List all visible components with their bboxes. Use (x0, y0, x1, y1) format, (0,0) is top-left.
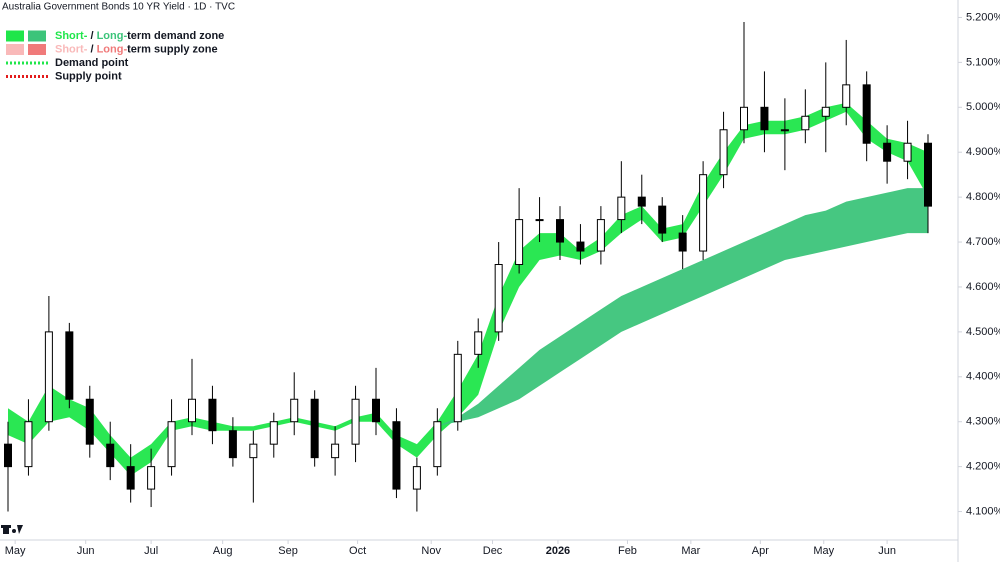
candle-body (821, 106, 830, 117)
y-tick-label: 5.200% (966, 11, 1000, 23)
candle-body (474, 331, 483, 355)
candle-body (617, 196, 626, 221)
x-tick-label: Apr (752, 545, 769, 557)
legend-text: term supply zone (127, 43, 217, 55)
candle-body (658, 205, 667, 234)
candle-body (924, 142, 932, 207)
y-tick-label: 4.900% (966, 146, 1000, 158)
candle-body (228, 430, 237, 459)
legend-label: Supply point (55, 70, 122, 82)
legend-text: Demand point (55, 57, 129, 69)
candle-body (24, 421, 33, 468)
candle-body (249, 443, 258, 459)
candle-body (351, 398, 360, 445)
candle-body (515, 219, 524, 266)
legend-label: Short- / Long-term supply zone (55, 43, 218, 55)
candle-body (556, 219, 564, 243)
legend-text: term demand zone (127, 30, 224, 42)
legend-swatch (28, 44, 46, 55)
x-tick-label: Jul (144, 545, 158, 557)
candle-body (310, 398, 319, 459)
candle-body (780, 129, 789, 132)
x-tick-label: May (5, 545, 26, 557)
candle-body (4, 443, 12, 468)
x-tick-label: Sep (278, 545, 298, 557)
candle-body (290, 398, 299, 423)
candle-body (188, 398, 196, 423)
legend-text: / (87, 30, 96, 42)
tv-logo (1, 525, 23, 534)
legend-text: / (87, 43, 96, 55)
legend-label: Demand point (55, 57, 129, 69)
legend-swatch (6, 44, 24, 55)
legend-text: Long- (97, 30, 128, 42)
candle-body (699, 174, 708, 252)
y-tick-label: 5.000% (966, 101, 1000, 113)
chart-title: Australia Government Bonds 10 YR Yield ·… (2, 2, 235, 13)
legend-text: Supply point (55, 70, 122, 82)
legend-swatch (6, 30, 24, 42)
x-tick-label: Dec (483, 545, 503, 557)
x-tick-label: May (813, 545, 834, 557)
candle-body (903, 142, 912, 162)
y-tick-label: 4.700% (966, 236, 1000, 248)
x-tick-label: Jun (878, 545, 896, 557)
candle-body (862, 84, 871, 144)
candle-body (494, 264, 503, 333)
candle-body (147, 466, 156, 490)
candle-body (269, 421, 278, 445)
zone-band (437, 188, 928, 427)
y-tick-label: 4.300% (966, 416, 1000, 428)
y-tick-label: 4.100% (966, 505, 1000, 517)
y-tick-label: 4.800% (966, 191, 1000, 203)
candle-body (372, 398, 380, 423)
legend-label: Short- / Long-term demand zone (55, 30, 224, 42)
candle-body (760, 106, 769, 131)
candle-body (167, 421, 176, 468)
x-tick-label: Feb (618, 545, 637, 557)
legend-text: Long- (97, 43, 128, 55)
candle-body (719, 129, 728, 176)
candle-body (44, 331, 53, 423)
candle-body (106, 443, 115, 468)
candle-body (740, 106, 748, 131)
candle-body (433, 421, 442, 468)
x-tick-label: 2026 (546, 545, 570, 557)
x-tick-label: Nov (421, 545, 441, 557)
candle-body (535, 219, 544, 222)
legend-swatch (28, 30, 46, 42)
y-tick-label: 4.600% (966, 281, 1000, 293)
y-tick-label: 4.400% (966, 371, 1000, 383)
candle-body (453, 353, 462, 423)
candle-body (883, 142, 892, 162)
candle-body (392, 421, 401, 490)
x-tick-label: Mar (681, 545, 700, 557)
candle-body (678, 232, 687, 252)
y-tick-label: 4.200% (966, 461, 1000, 473)
candle-body (126, 466, 135, 490)
x-tick-label: Oct (349, 545, 366, 557)
y-tick-label: 5.100% (966, 56, 1000, 68)
candle-body (576, 241, 585, 252)
zone-band (8, 102, 928, 476)
legend-text: Short- (55, 43, 88, 55)
y-tick-label: 4.500% (966, 326, 1000, 338)
legend-text: Short- (55, 30, 88, 42)
candle-body (65, 331, 74, 400)
candle-body (331, 443, 340, 459)
x-tick-label: Aug (213, 545, 233, 557)
candle-body (842, 84, 851, 108)
candle-body (412, 466, 421, 490)
candle-body (637, 196, 646, 207)
candle-body (596, 219, 605, 252)
candle-body (85, 398, 94, 445)
x-tick-label: Jun (77, 545, 95, 557)
candle-body (801, 115, 810, 131)
candle-body (208, 398, 217, 432)
